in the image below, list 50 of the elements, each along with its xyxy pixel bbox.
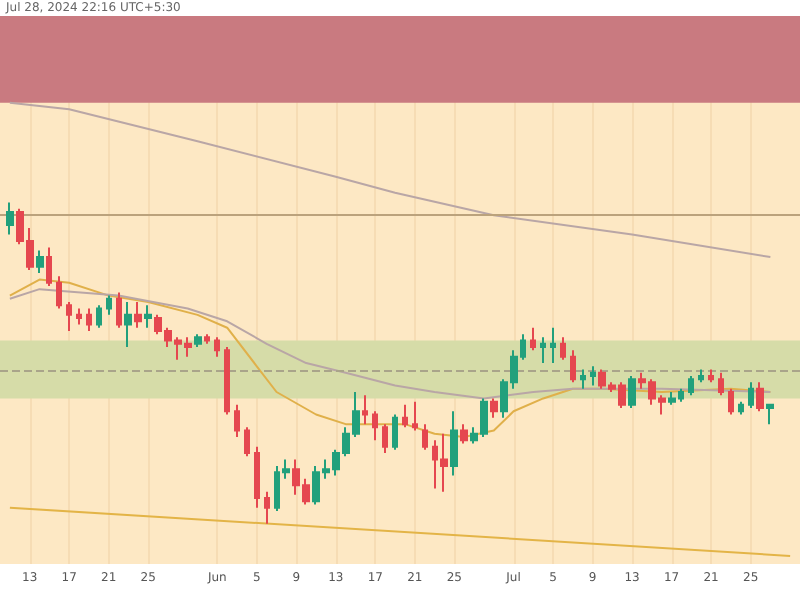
candlestick bbox=[106, 294, 112, 316]
candlestick bbox=[728, 387, 734, 416]
candlestick bbox=[254, 445, 260, 509]
candlestick bbox=[738, 400, 744, 416]
candlestick bbox=[362, 394, 368, 426]
candlestick bbox=[490, 397, 498, 419]
candlestick bbox=[382, 423, 388, 455]
candlestick bbox=[144, 304, 152, 329]
candlestick bbox=[530, 326, 536, 352]
candlestick bbox=[264, 490, 270, 525]
candlestick bbox=[540, 336, 546, 365]
candlestick bbox=[86, 307, 92, 332]
candlestick bbox=[234, 403, 240, 438]
candlestick bbox=[76, 307, 82, 326]
candlestick bbox=[718, 371, 724, 397]
candlestick bbox=[570, 349, 576, 384]
candlestick bbox=[668, 391, 676, 406]
candlestick bbox=[440, 432, 448, 493]
candlestick bbox=[580, 368, 586, 390]
candlestick bbox=[422, 423, 428, 451]
candlestick bbox=[36, 249, 44, 275]
candlestick bbox=[214, 336, 220, 358]
candlestick bbox=[590, 365, 596, 387]
candlestick bbox=[766, 403, 774, 426]
candlestick bbox=[244, 426, 250, 458]
candlestick bbox=[116, 291, 122, 329]
candlestick bbox=[756, 381, 764, 413]
candlestick bbox=[560, 336, 566, 361]
candlestick bbox=[698, 368, 704, 384]
candlestick bbox=[708, 368, 714, 384]
candlestick bbox=[450, 410, 458, 477]
candlestick bbox=[372, 410, 378, 442]
candlestick bbox=[550, 326, 556, 365]
candlestick bbox=[460, 423, 468, 445]
candlestick bbox=[204, 333, 210, 345]
candlestick bbox=[688, 374, 694, 397]
candlestick bbox=[124, 301, 132, 349]
candlestick bbox=[46, 246, 52, 287]
candlestick bbox=[224, 346, 230, 416]
candlestick bbox=[748, 381, 754, 410]
candlestick bbox=[56, 275, 62, 310]
candlestick bbox=[6, 201, 14, 236]
candlestick bbox=[66, 301, 72, 332]
candlestick bbox=[96, 304, 102, 329]
candlestick bbox=[628, 374, 636, 410]
candlestick bbox=[412, 400, 418, 432]
candlestick bbox=[134, 301, 142, 329]
candlestick bbox=[402, 403, 408, 429]
candlestick bbox=[392, 413, 398, 451]
candlestick bbox=[194, 333, 202, 349]
